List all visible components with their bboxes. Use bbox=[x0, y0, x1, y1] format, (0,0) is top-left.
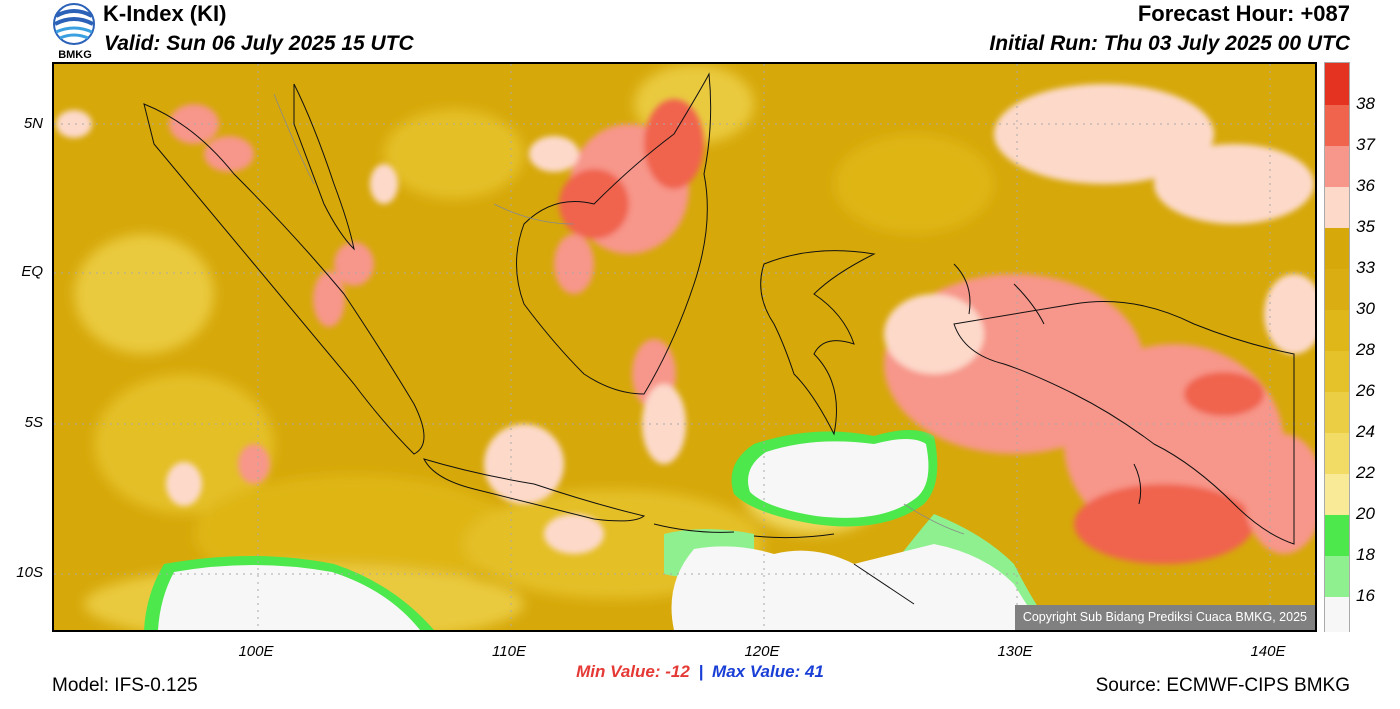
model-label: Model: IFS-0.125 bbox=[52, 675, 198, 696]
colorbar-label-36: 36 bbox=[1356, 176, 1375, 195]
lat-label-10s: 10S bbox=[16, 564, 43, 581]
colorbar-label-30: 30 bbox=[1356, 299, 1375, 318]
coastlines bbox=[143, 72, 1295, 605]
colorbar-label-20: 20 bbox=[1356, 504, 1375, 523]
source-label: Source: ECMWF-CIPS BMKG bbox=[1095, 675, 1350, 696]
max-value: Max Value: 41 bbox=[712, 662, 824, 681]
value-stats: Min Value: -12 | Max Value: 41 bbox=[0, 662, 1400, 682]
colorbar-segment bbox=[1325, 105, 1349, 146]
colorbar-label-37: 37 bbox=[1356, 135, 1375, 154]
bmkg-logo: BMKG bbox=[50, 2, 100, 61]
colorbar bbox=[1324, 62, 1350, 632]
valid-time: Valid: Sun 06 July 2025 15 UTC bbox=[104, 32, 414, 55]
initial-run: Initial Run: Thu 03 July 2025 00 UTC bbox=[989, 32, 1350, 55]
lon-label-130e: 130E bbox=[997, 643, 1033, 660]
colorbar-segment bbox=[1325, 474, 1349, 515]
copyright-notice: Copyright Sub Bidang Prediksi Cuaca BMKG… bbox=[1014, 605, 1315, 630]
boundaries bbox=[273, 93, 965, 535]
colorbar-label-16: 16 bbox=[1356, 586, 1375, 605]
colorbar-segment bbox=[1325, 146, 1349, 187]
colorbar-label-38: 38 bbox=[1356, 94, 1375, 113]
k-index-map: Copyright Sub Bidang Prediksi Cuaca BMKG… bbox=[52, 62, 1317, 632]
colorbar-label-28: 28 bbox=[1356, 340, 1375, 359]
white-areas bbox=[158, 439, 1044, 630]
min-value: Min Value: -12 bbox=[576, 662, 690, 681]
colorbar-segment bbox=[1325, 392, 1349, 433]
colorbar-segment bbox=[1325, 351, 1349, 392]
forecast-hour: Forecast Hour: +087 bbox=[1137, 1, 1350, 26]
logo-text: BMKG bbox=[58, 49, 92, 60]
colorbar-segment bbox=[1325, 433, 1349, 474]
lon-label-120e: 120E bbox=[744, 643, 780, 660]
lon-label-100e: 100E bbox=[238, 643, 274, 660]
colorbar-segment bbox=[1325, 63, 1349, 105]
colorbar-label-26: 26 bbox=[1356, 381, 1375, 400]
lon-label-140e: 140E bbox=[1250, 643, 1286, 660]
colorbar-segment bbox=[1325, 515, 1349, 556]
colorbar-segment bbox=[1325, 187, 1349, 228]
colorbar-segment bbox=[1325, 269, 1349, 310]
colorbar-label-18: 18 bbox=[1356, 545, 1375, 564]
stats-separator: | bbox=[698, 662, 704, 681]
colorbar-label-24: 24 bbox=[1356, 422, 1375, 441]
map-canvas bbox=[54, 64, 1315, 630]
colorbar-label-33: 33 bbox=[1356, 258, 1375, 277]
colorbar-segment bbox=[1325, 597, 1349, 632]
high-ki-regions bbox=[56, 84, 1315, 564]
lon-label-110e: 110E bbox=[492, 643, 526, 660]
colorbar-segment bbox=[1325, 228, 1349, 269]
lat-label-5n: 5N bbox=[23, 115, 43, 132]
colorbar-segment bbox=[1325, 556, 1349, 597]
lat-label-eq: EQ bbox=[21, 263, 43, 280]
graticule bbox=[54, 64, 1315, 630]
colorbar-label-22: 22 bbox=[1356, 463, 1375, 482]
map-title: K-Index (KI) bbox=[103, 1, 227, 26]
colorbar-label-35: 35 bbox=[1356, 217, 1375, 236]
lat-label-5s: 5S bbox=[24, 414, 43, 431]
colorbar-segment bbox=[1325, 310, 1349, 351]
